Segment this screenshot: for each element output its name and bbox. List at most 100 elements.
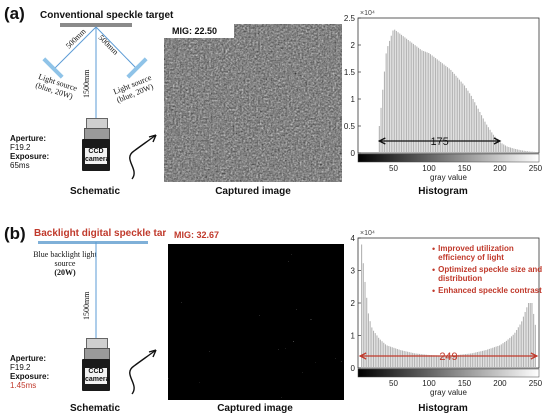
- hist-bar: [385, 53, 387, 154]
- hist-bar: [424, 354, 426, 368]
- panel-b-label: (b): [4, 224, 26, 243]
- hist-bar: [440, 61, 442, 153]
- light-path-b: [95, 242, 97, 338]
- hist-bar: [428, 52, 430, 153]
- hist-bar: [466, 353, 468, 368]
- hist-bar: [511, 148, 513, 153]
- plot-frame: [357, 237, 540, 369]
- hist-bar: [499, 142, 501, 153]
- hist-bar: [366, 297, 368, 368]
- hist-bar: [404, 37, 406, 153]
- hist-bar: [486, 124, 488, 153]
- y-tick-label: 2: [351, 299, 356, 308]
- backlight-bar: [38, 241, 148, 244]
- hist-bar: [530, 151, 532, 153]
- hist-bar: [401, 350, 404, 368]
- hist-bar: [478, 351, 480, 368]
- hist-bar: [420, 354, 422, 368]
- hist-bar: [408, 352, 410, 368]
- hist-bar: [504, 342, 506, 368]
- hist-bar: [442, 355, 444, 368]
- speckle-image-b: [168, 244, 344, 400]
- hist-bar: [433, 56, 435, 153]
- arrowhead-right: [530, 352, 539, 360]
- hist-bar: [479, 111, 481, 153]
- y-multiplier: ×10⁴: [360, 10, 375, 17]
- hist-bar: [414, 45, 416, 153]
- hist-bar: [453, 355, 455, 368]
- hist-bar: [424, 51, 426, 153]
- hist-bar: [462, 83, 464, 153]
- hist-bar: [471, 353, 473, 368]
- bullet-icon: •: [432, 265, 436, 275]
- hist-bar: [378, 126, 380, 153]
- hist-bar: [518, 149, 520, 153]
- hist-bar: [505, 340, 507, 368]
- hist-bar: [475, 352, 477, 368]
- hist-bar: [522, 316, 524, 368]
- hist-bar: [417, 353, 419, 368]
- hist-bar: [485, 350, 487, 368]
- hist-bar: [425, 354, 427, 368]
- light-paths: [54, 26, 137, 118]
- hist-bar: [490, 348, 492, 368]
- hist-bar: [376, 335, 378, 368]
- hist-bar: [514, 332, 516, 368]
- hist-bar: [431, 55, 433, 154]
- x-tick-label: 50: [389, 164, 398, 173]
- hist-bar: [407, 40, 409, 154]
- hist-bar: [372, 330, 375, 368]
- hist-bar: [503, 144, 505, 153]
- hist-bar: [534, 324, 536, 368]
- hist-bar: [430, 355, 432, 368]
- hist-bar: [527, 151, 529, 153]
- hist-bar: [387, 46, 389, 153]
- y-tick-label: 1.5: [344, 68, 356, 77]
- hist-bar: [412, 43, 414, 153]
- x-tick-label: 200: [493, 164, 507, 173]
- hist-bar: [461, 354, 463, 368]
- y-multiplier: ×10⁴: [360, 230, 375, 237]
- hist-bar: [455, 75, 457, 153]
- hist-bar: [507, 339, 509, 368]
- hist-bar: [506, 146, 508, 153]
- y-tick-label: 0: [351, 149, 356, 158]
- hist-bar: [454, 355, 456, 368]
- hist-bar: [382, 89, 384, 153]
- hist-bar: [481, 350, 484, 368]
- hist-bar: [415, 353, 417, 368]
- hist-bar: [427, 354, 429, 368]
- hist-bar: [493, 347, 496, 368]
- hist-bar: [509, 337, 511, 368]
- hist-bar: [484, 121, 486, 153]
- panel-a-label: (a): [4, 4, 25, 23]
- y-tick-label: 1: [351, 332, 356, 341]
- grayscale-colorbar: [357, 368, 540, 378]
- ccd-label: CCD camera: [85, 148, 110, 164]
- hist-bar: [510, 336, 513, 368]
- hist-bar: [451, 355, 453, 368]
- hist-bar: [501, 143, 503, 153]
- mig-box-b: [166, 228, 238, 244]
- hist-bar: [423, 51, 425, 153]
- view-arrow-b: [129, 349, 157, 395]
- hist-bar: [419, 49, 421, 153]
- speckle-image-a: [164, 24, 342, 182]
- hist-bar: [463, 85, 466, 153]
- camera-settings: Aperture: F19.2 Exposure: 65ms: [10, 134, 50, 170]
- hist-bar: [364, 281, 366, 368]
- hist-bar: [532, 151, 534, 153]
- histogram-bars: [378, 29, 535, 154]
- hist-bar: [491, 132, 493, 153]
- hist-bar: [524, 311, 526, 368]
- x-tick-label: 100: [422, 164, 436, 173]
- hist-bar: [392, 30, 394, 153]
- hist-bar: [457, 77, 459, 153]
- bullet-icon: •: [432, 244, 436, 254]
- hist-bar: [389, 40, 391, 154]
- hist-bar: [449, 355, 451, 368]
- hist-bar: [458, 79, 460, 153]
- hist-bar: [393, 347, 395, 368]
- hist-bar: [402, 36, 404, 153]
- target-title-b: Backlight digital speckle target: [34, 228, 182, 239]
